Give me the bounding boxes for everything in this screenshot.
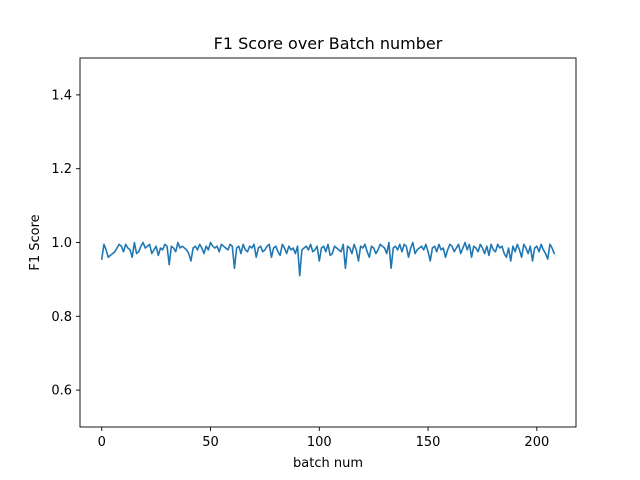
- x-axis-label: batch num: [293, 456, 363, 471]
- x-tick-label: 200: [524, 435, 549, 450]
- x-tick-label: 50: [202, 435, 219, 450]
- y-tick-label: 1.4: [51, 88, 72, 103]
- y-axis-label: F1 Score: [28, 214, 43, 270]
- y-tick-label: 1.2: [51, 162, 72, 177]
- x-tick-label: 100: [307, 435, 332, 450]
- y-tick-label: 0.6: [51, 384, 72, 399]
- chart-title: F1 Score over Batch number: [214, 34, 443, 53]
- y-tick-label: 0.8: [51, 310, 72, 325]
- x-tick-label: 0: [98, 435, 106, 450]
- x-tick-label: 150: [416, 435, 441, 450]
- y-tick-label: 1.0: [51, 236, 72, 251]
